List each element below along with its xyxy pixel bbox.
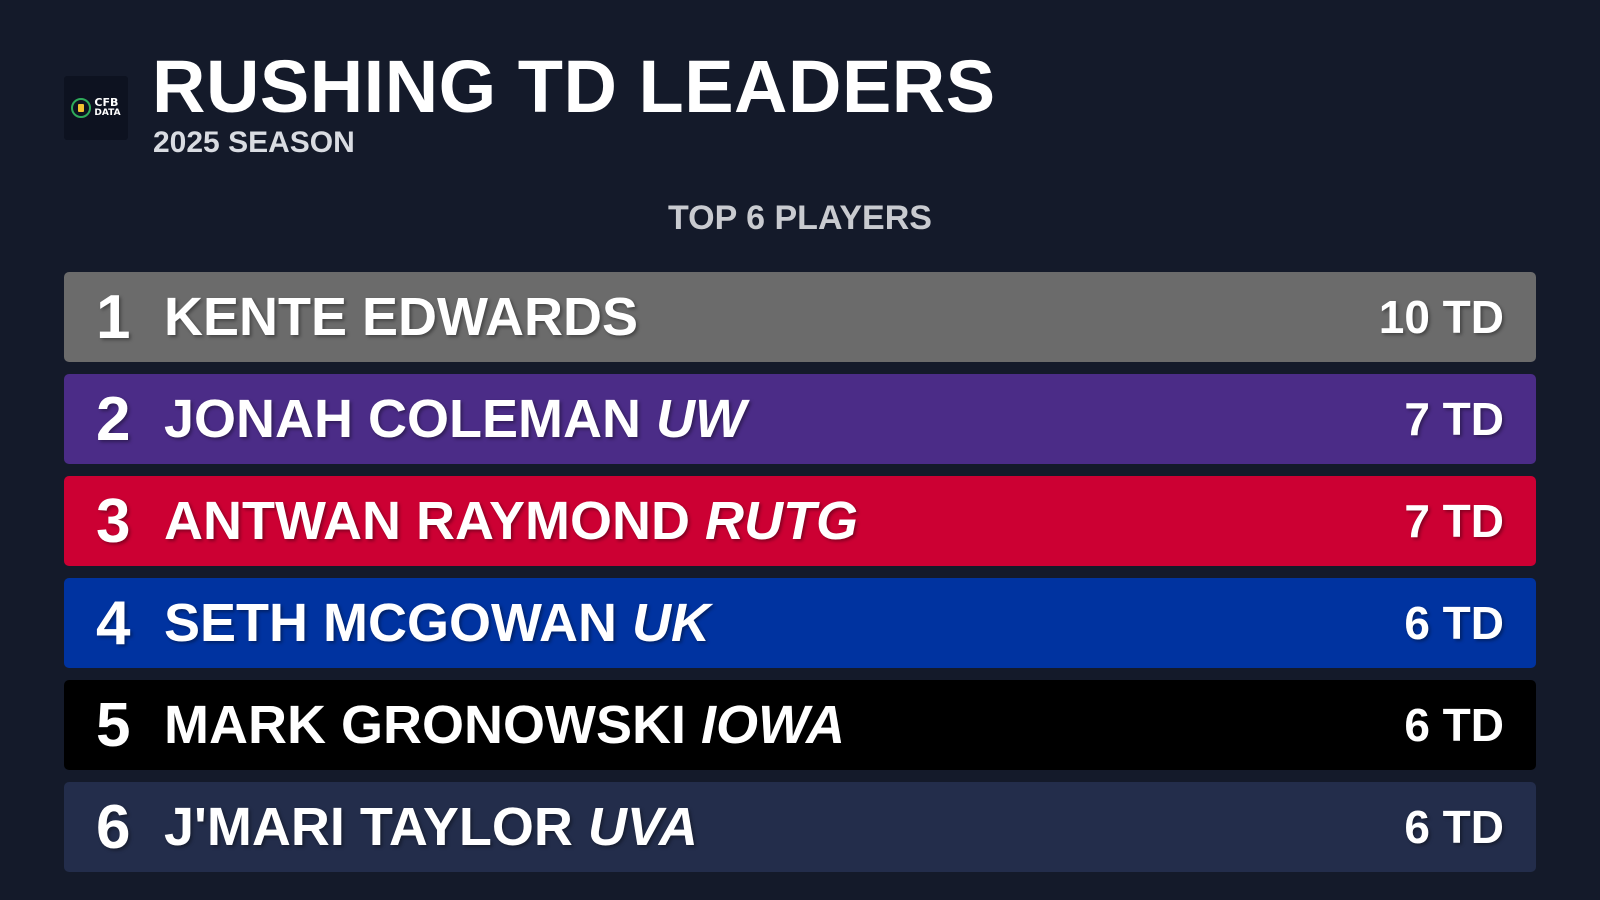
player-name: MARK GRONOWSKI IOWA	[164, 695, 845, 755]
td-count: 6 TD	[1404, 801, 1504, 853]
section-label: TOP 6 PLAYERS	[668, 199, 932, 237]
logo-text: CFB DATA	[94, 96, 121, 118]
team-abbr: RUTG	[705, 491, 858, 551]
leader-row: 1 KENTE EDWARDS 10 TD	[64, 272, 1536, 362]
rank-number: 5	[96, 690, 131, 760]
rank-number: 4	[96, 588, 131, 658]
player-name: SETH MCGOWAN UK	[164, 593, 711, 653]
cfb-data-logo: CFB DATA	[64, 76, 128, 140]
player-name: KENTE EDWARDS	[164, 287, 639, 347]
td-count: 6 TD	[1404, 699, 1504, 751]
football-icon	[71, 98, 92, 118]
player-name: J'MARI TAYLOR UVA	[164, 797, 698, 857]
player-name: ANTWAN RAYMOND RUTG	[164, 491, 858, 551]
team-abbr: IOWA	[700, 695, 845, 755]
rank-number: 2	[96, 384, 131, 454]
team-abbr: UVA	[587, 797, 698, 857]
leader-row: 6 J'MARI TAYLOR UVA 6 TD	[64, 782, 1536, 872]
rank-number: 3	[96, 486, 131, 556]
player-name: JONAH COLEMAN UW	[164, 389, 746, 449]
team-abbr: UK	[632, 593, 711, 653]
td-count: 10 TD	[1378, 291, 1504, 343]
td-count: 7 TD	[1404, 495, 1504, 547]
leader-row: 2 JONAH COLEMAN UW 7 TD	[64, 374, 1536, 464]
leader-row: 5 MARK GRONOWSKI IOWA 6 TD	[64, 680, 1536, 770]
season-subtitle: 2025 SEASON	[153, 126, 355, 159]
rank-number: 6	[96, 792, 131, 862]
td-count: 6 TD	[1404, 597, 1504, 649]
td-count: 7 TD	[1404, 393, 1504, 445]
leader-row: 3 ANTWAN RAYMOND RUTG 7 TD	[64, 476, 1536, 566]
leader-row: 4 SETH MCGOWAN UK 6 TD	[64, 578, 1536, 668]
team-abbr: UW	[656, 389, 746, 449]
page-title: RUSHING TD LEADERS	[152, 45, 996, 128]
leaders-list: 1 KENTE EDWARDS 10 TD 2 JONAH COLEMAN UW…	[64, 272, 1536, 884]
rank-number: 1	[96, 282, 131, 352]
